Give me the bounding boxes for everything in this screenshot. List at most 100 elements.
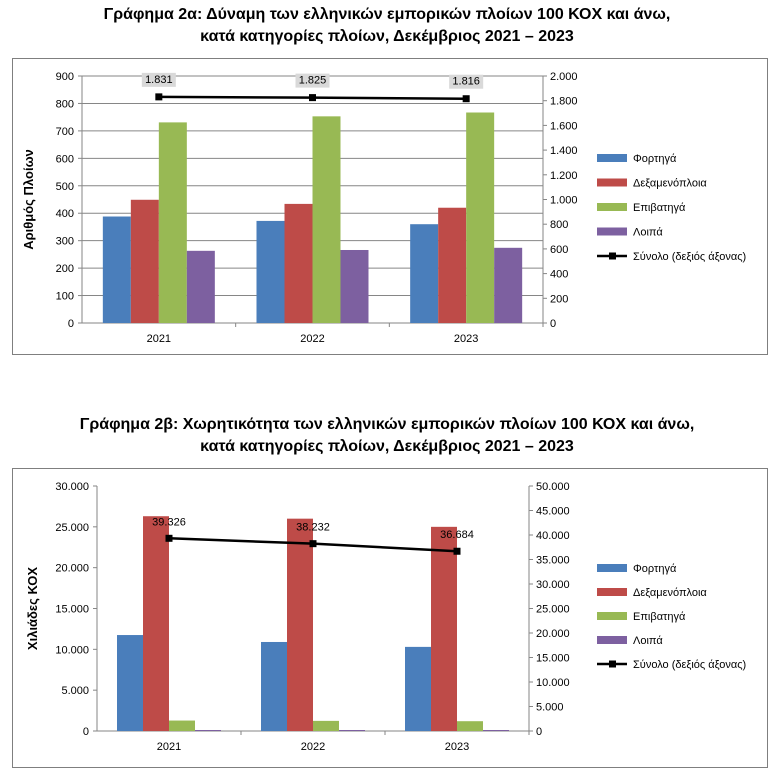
- chart-2a-y2-tick-label: 0: [550, 318, 556, 330]
- chart-2b-frame: 0 5.000 10.000 15.000 20.000 25.000 30.000 0 5.0…: [12, 468, 768, 768]
- chart-2a-bar: [256, 220, 285, 323]
- chart-2b-y2-tick-label: 10.000: [536, 677, 570, 689]
- chart-2a-total-label-bg: [141, 72, 176, 87]
- chart-2b-bar: [143, 516, 169, 731]
- chart-2b-legend-swatch: [597, 564, 627, 572]
- chart-2b-legend-label: Δεξαμενόπλοια: [633, 587, 707, 599]
- chart-2a-y2-tick-label: 400: [550, 269, 568, 281]
- chart-2b-y2-tick-label: 40.000: [536, 530, 570, 542]
- chart-2a-y2-tick-label: 1.400: [550, 145, 578, 157]
- chart-2a-total-label-bg: [295, 73, 330, 88]
- chart-2a-y-tick-label: 900: [56, 71, 74, 83]
- chart-2a-plot: 0 100 200 300 400 500 600 700 800 900 0 200 400 600 80…: [21, 71, 746, 345]
- chart-2b-y-tick-label: 25.000: [55, 522, 89, 534]
- chart-2a-total-label: 1.825: [299, 75, 327, 87]
- chart-2a-legend-label: Επιβατηγά: [633, 202, 686, 214]
- chart-2a-title-line2: κατά κατηγορίες πλοίων, Δεκέμβριος 2021 …: [200, 28, 574, 45]
- chart-2b-y-tick-label: 5.000: [61, 685, 89, 697]
- chart-2a-legend-label: Δεξαμενόπλοια: [633, 178, 707, 190]
- chart-2a-legend-swatch: [597, 203, 627, 211]
- chart-2b-y2-tick-label: 5.000: [536, 702, 564, 714]
- chart-2a-bar: [284, 203, 313, 323]
- chart-2a-bar: [438, 207, 467, 323]
- chart-2a-y-tick-label: 200: [56, 263, 74, 275]
- chart-2a-y2-tick-label: 1.600: [550, 120, 578, 132]
- chart-2b-bar: [431, 526, 457, 731]
- chart-2a-bar: [410, 224, 439, 323]
- chart-2a-y-tick-label: 400: [56, 208, 74, 220]
- chart-2b-bar: [195, 730, 221, 731]
- chart-2a-y-tick-label: 500: [56, 181, 74, 193]
- chart-2b-legend-swatch: [597, 612, 627, 620]
- chart-2b-y2-tick-label: 30.000: [536, 579, 570, 591]
- chart-2b-y2-tick-label: 0: [536, 726, 542, 738]
- chart-2b-bar: [457, 721, 483, 731]
- chart-2a-legend-line-marker: [609, 252, 616, 260]
- chart-2b-y2-tick-label: 25.000: [536, 604, 570, 616]
- chart-2a-y2-tick-label: 1.800: [550, 96, 578, 108]
- chart-2b-y-tick-label: 30.000: [55, 481, 89, 493]
- chart-2a-y-tick-label: 100: [56, 291, 74, 303]
- chart-2b-x-tick-label: 2021: [157, 741, 181, 753]
- chart-2a-bar: [158, 122, 187, 324]
- chart-2a-y2-tick-label: 1.200: [550, 170, 578, 182]
- chart-2a-y2-tick-label: 600: [550, 244, 568, 256]
- chart-2b-legend-label: Λοιπά: [633, 635, 663, 647]
- chart-2a-y2-tick-label: 2.000: [550, 71, 578, 83]
- chart-2a-y-tick-label: 700: [56, 126, 74, 138]
- chart-2b-x-tick-label: 2023: [445, 741, 469, 753]
- chart-2b-bar: [117, 635, 143, 731]
- chart-2b-y2-tick-label: 45.000: [536, 506, 570, 518]
- chart-2b-total-label: 38.232: [296, 522, 330, 534]
- chart-2a-ylabel: Αριθμός Πλοίων: [21, 149, 36, 250]
- chart-2b-bar: [339, 730, 365, 731]
- chart-2a-total-label: 1.831: [145, 74, 173, 86]
- chart-2a-total-marker: [462, 95, 470, 103]
- chart-2b-title: Γράφημα 2β: Χωρητικότητα των ελληνικών ε…: [0, 414, 774, 458]
- chart-2b-title-line2: κατά κατηγορίες πλοίων, Δεκέμβριος 2021 …: [200, 438, 574, 455]
- chart-2a-legend-label: Λοιπά: [633, 227, 663, 239]
- chart-2a-legend-label-total: Σύνολο (δεξιός άξονας): [633, 251, 746, 263]
- chart-2a-total-label-bg: [449, 74, 484, 89]
- chart-2a-x-tick-label: 2023: [454, 333, 478, 345]
- chart-2a-title: Γράφημα 2α: Δύναμη των ελληνικών εμπορικ…: [0, 4, 774, 48]
- chart-2b-legend-swatch: [597, 588, 627, 596]
- chart-2a-legend-swatch: [597, 154, 627, 162]
- chart-2b-legend-line-marker: [609, 660, 616, 668]
- chart-2a-y-tick-label: 600: [56, 153, 74, 165]
- chart-2a-x-tick-label: 2022: [300, 333, 324, 345]
- chart-2b-plot: 0 5.000 10.000 15.000 20.000 25.000 30.000 0 5.0…: [25, 481, 746, 753]
- chart-2a-legend-label: Φορτηγά: [633, 153, 677, 165]
- chart-2a-bar: [130, 199, 159, 323]
- chart-2b-y2-tick-label: 20.000: [536, 628, 570, 640]
- chart-2b-total-label: 39.326: [152, 516, 186, 528]
- chart-2b-bar: [169, 720, 195, 731]
- chart-2b-bar: [313, 720, 339, 731]
- chart-2b-y2-tick-label: 35.000: [536, 555, 570, 567]
- chart-2b-total-marker: [453, 547, 461, 555]
- chart-2a-total-marker: [309, 94, 316, 102]
- chart-2b-title-line1: Γράφημα 2β: Χωρητικότητα των ελληνικών ε…: [79, 416, 695, 433]
- chart-2b-y-tick-label: 20.000: [55, 563, 89, 575]
- chart-2a-bar: [340, 249, 369, 323]
- chart-2b-legend-label: Επιβατηγά: [633, 611, 686, 623]
- chart-2a-total-marker: [155, 93, 163, 101]
- chart-2a-bar: [186, 250, 215, 323]
- chart-2a-y-tick-label: 0: [68, 318, 74, 330]
- chart-2b-y2-tick-label: 50.000: [536, 481, 570, 493]
- chart-2a-bar: [494, 247, 523, 323]
- chart-2b-legend-swatch: [597, 636, 627, 644]
- chart-2b-y2-tick-label: 15.000: [536, 653, 570, 665]
- chart-2b-bar: [261, 641, 287, 731]
- chart-2a-total-label: 1.816: [452, 76, 480, 88]
- chart-2b-legend-label: Φορτηγά: [633, 563, 677, 575]
- chart-2a-y-tick-label: 800: [56, 98, 74, 110]
- chart-2b-total-label: 36.684: [440, 529, 474, 541]
- chart-2a-y2-tick-label: 1.000: [550, 195, 578, 207]
- chart-2b-total-marker: [309, 540, 317, 548]
- chart-2a-legend-swatch: [597, 178, 627, 187]
- chart-2b-ylabel: Χιλιάδες ΚΟΧ: [25, 567, 40, 650]
- chart-2b-bar: [287, 518, 313, 731]
- chart-2b-legend-label-total: Σύνολο (δεξιός άξονας): [633, 659, 746, 671]
- chart-2a-y-tick-label: 300: [56, 236, 74, 248]
